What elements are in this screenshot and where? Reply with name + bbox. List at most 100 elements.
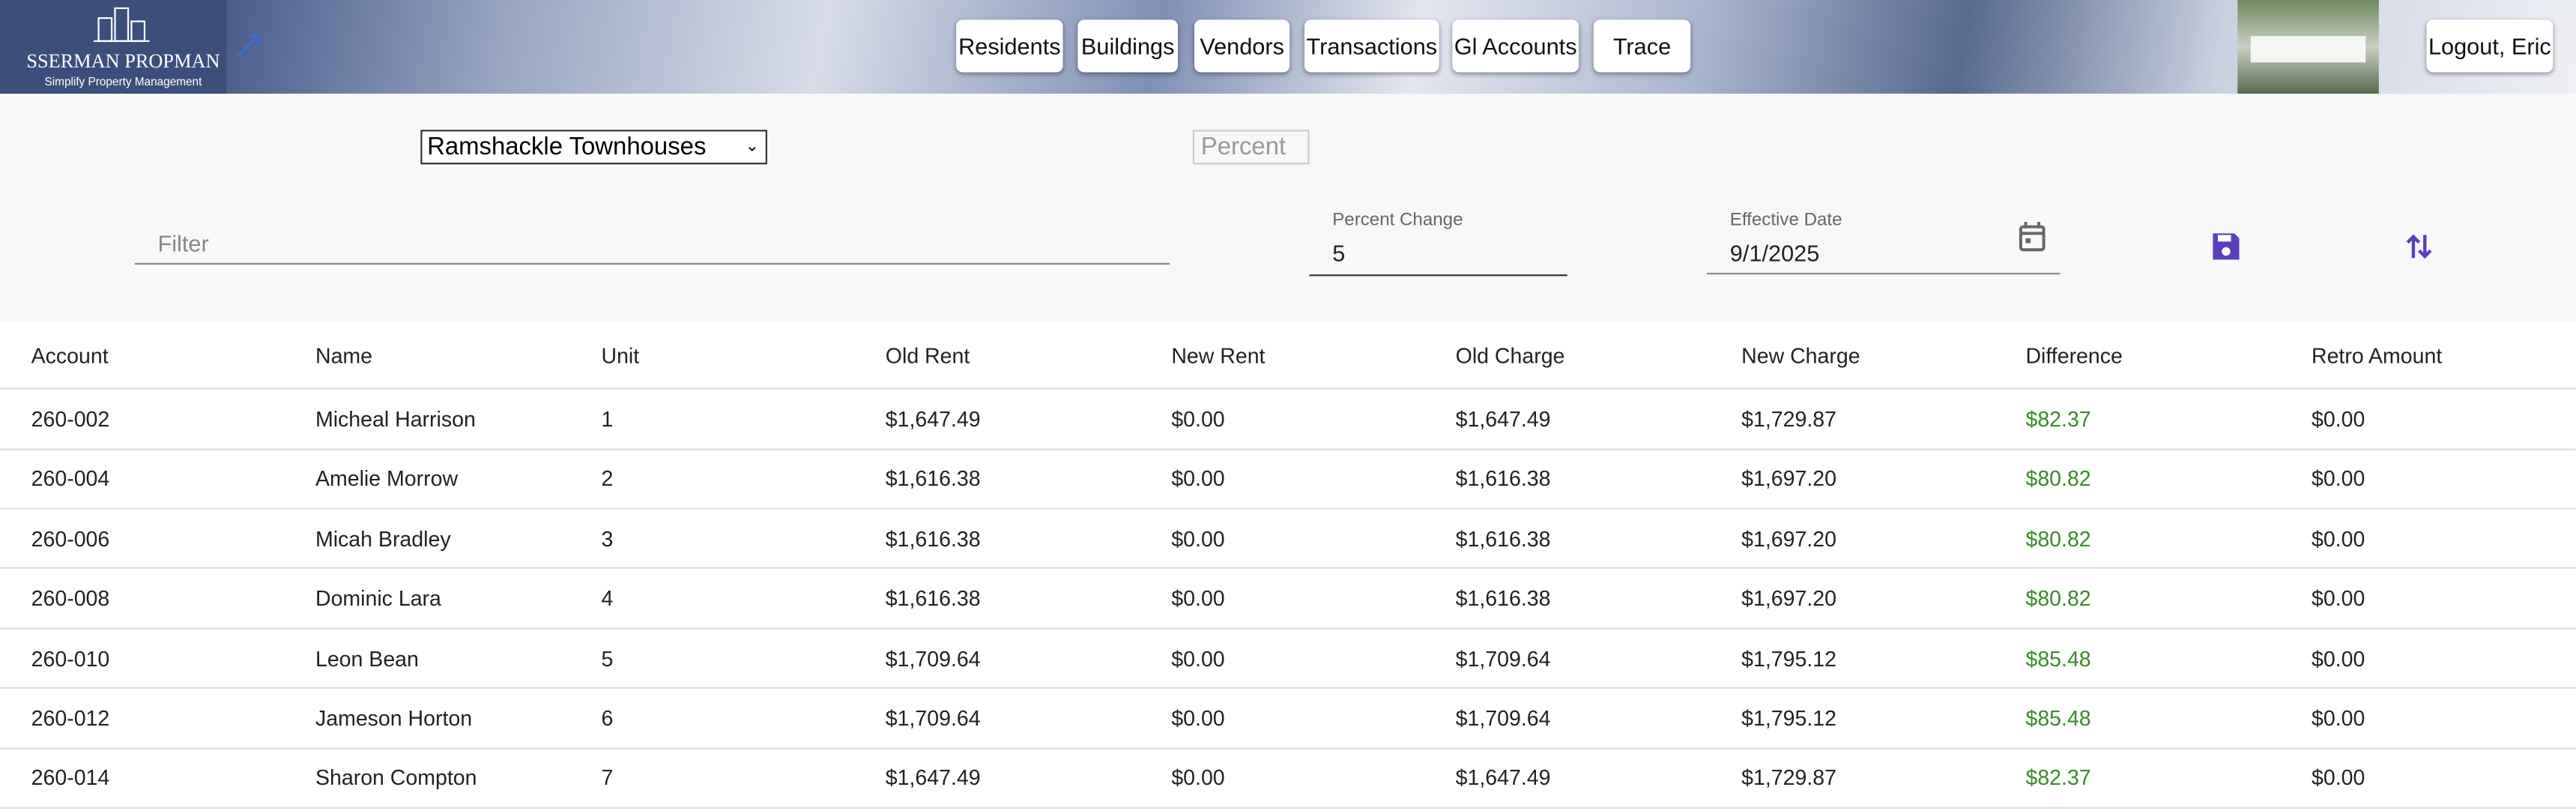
table-cell: $1,616.38 [885,586,981,611]
table-cell: 6 [601,705,614,731]
table-cell: $1,709.64 [885,645,981,671]
percent-change-label: Percent Change [1332,210,1463,230]
column-header[interactable]: New Charge [1741,343,1860,369]
table-cell: 3 [601,526,614,552]
column-header[interactable]: Difference [2025,343,2123,369]
logo-icon [93,7,150,42]
table-cell: 4 [601,586,614,611]
logo-subtitle: Simplify Property Management [44,77,202,89]
row-divider [0,627,2576,630]
table-cell: $1,729.87 [1741,765,1836,791]
table-cell: $1,795.12 [1741,705,1836,731]
effective-date-input[interactable]: 9/1/2025 [1729,240,1820,267]
table-cell: $80.82 [2025,586,2091,611]
header: SSERMAN PROPMAN Simplify Property Manage… [0,0,2576,94]
table-cell: $1,647.49 [885,406,981,432]
table-cell: $80.82 [2025,466,2091,492]
table-cell: $1,616.38 [885,466,981,492]
table-cell: $1,795.12 [1741,645,1836,671]
table-cell: 260-010 [31,645,110,671]
mode-select[interactable]: Percent [1192,130,1310,165]
table-cell: $1,729.87 [1741,406,1836,432]
table-cell: $0.00 [2311,526,2365,552]
column-header[interactable]: Retro Amount [2311,343,2443,369]
header-divider [0,388,2576,390]
table-cell: 1 [601,406,614,432]
table-cell: $0.00 [2311,765,2365,791]
table-cell: $1,616.38 [1455,466,1551,492]
chevron: ⌄ [745,138,759,157]
table-cell: 260-002 [31,406,110,432]
row-divider [0,567,2576,570]
table-cell: Amelie Morrow [315,466,459,492]
row-divider [0,507,2576,510]
controls: Ramshackle Townhouses ⌄ Percent Filter Pe… [0,93,2576,322]
table-cell: $1,647.49 [885,765,981,791]
table-cell: $0.00 [1171,765,1225,791]
table-cell: Leon Bean [315,645,419,671]
table-cell: $0.00 [1171,466,1225,492]
table-cell: $1,697.20 [1741,526,1836,552]
nav-button[interactable]: Residents [956,19,1063,73]
nav-button[interactable]: Transactions [1304,19,1439,73]
table-cell: $1,647.49 [1455,765,1551,791]
table-cell: $0.00 [2311,586,2365,611]
column-header[interactable]: New Rent [1171,343,1266,369]
logo-title: SSERMAN PROPMAN [26,49,220,73]
filter-placeholder[interactable]: Filter [157,229,209,257]
table-cell: $0.00 [1171,586,1225,611]
table-cell: $0.00 [2311,406,2365,432]
table-cell: Micah Bradley [315,526,451,552]
table-cell: $1,709.64 [885,705,981,731]
column-header[interactable]: Name [315,343,373,369]
table-cell: $1,709.64 [1455,705,1551,731]
column-header[interactable]: Old Rent [885,343,970,369]
property-select-value: Ramshackle Townhouses [427,133,707,161]
table-cell: $1,647.49 [1455,406,1551,432]
calendar-icon[interactable] [2018,222,2047,253]
table-cell: Micheal Harrison [315,406,476,432]
table-cell: $1,616.38 [1455,526,1551,552]
table-cell: $0.00 [2311,466,2365,492]
logo[interactable]: SSERMAN PROPMAN Simplify Property Manage… [0,0,227,94]
sort-button[interactable] [2405,232,2434,261]
table-cell: $82.37 [2025,765,2091,791]
save-button[interactable] [2211,232,2240,261]
column-header[interactable]: Account [31,343,109,369]
table-cell: $0.00 [1171,526,1225,552]
nav-button[interactable]: Vendors [1194,19,1290,73]
table-cell: 260-008 [31,586,110,611]
nav-button[interactable]: Trace [1593,19,1691,73]
property-logo-image [2237,0,2379,94]
percent-change-underline [1309,274,1567,277]
table-cell: $0.00 [1171,705,1225,731]
table-cell: $85.48 [2025,645,2091,671]
table-cell: 7 [601,765,614,791]
table-cell: $1,697.20 [1741,466,1836,492]
table-cell: 260-006 [31,526,110,552]
filter-underline [134,262,1170,265]
property-select[interactable]: Ramshackle Townhouses ⌄ [420,130,767,165]
table-cell: $1,616.38 [1455,586,1551,611]
table-cell: 260-012 [31,705,110,731]
nav-button[interactable]: Gl Accounts [1452,19,1579,73]
column-header[interactable]: Old Charge [1455,343,1565,369]
table-cell: $0.00 [1171,645,1225,671]
external-link-icon[interactable] [235,33,261,59]
table-cell: 260-004 [31,466,110,492]
row-divider [0,807,2576,809]
row-divider [0,447,2576,450]
logout-button[interactable]: Logout, Eric [2426,19,2554,73]
percent-change-input[interactable]: 5 [1332,240,1346,267]
table-cell: 5 [601,645,614,671]
table-cell: Jameson Horton [315,705,473,731]
effective-date-underline [1707,272,2061,275]
table-cell: $1,616.38 [885,526,981,552]
row-divider [0,687,2576,689]
table-cell: 260-014 [31,765,110,791]
row-divider [0,747,2576,749]
table-cell: $80.82 [2025,526,2091,552]
nav-button[interactable]: Buildings [1077,19,1179,73]
column-header[interactable]: Unit [601,343,640,369]
